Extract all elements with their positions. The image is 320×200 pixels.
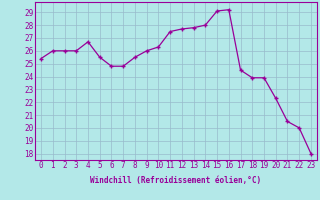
X-axis label: Windchill (Refroidissement éolien,°C): Windchill (Refroidissement éolien,°C) [91, 176, 261, 185]
